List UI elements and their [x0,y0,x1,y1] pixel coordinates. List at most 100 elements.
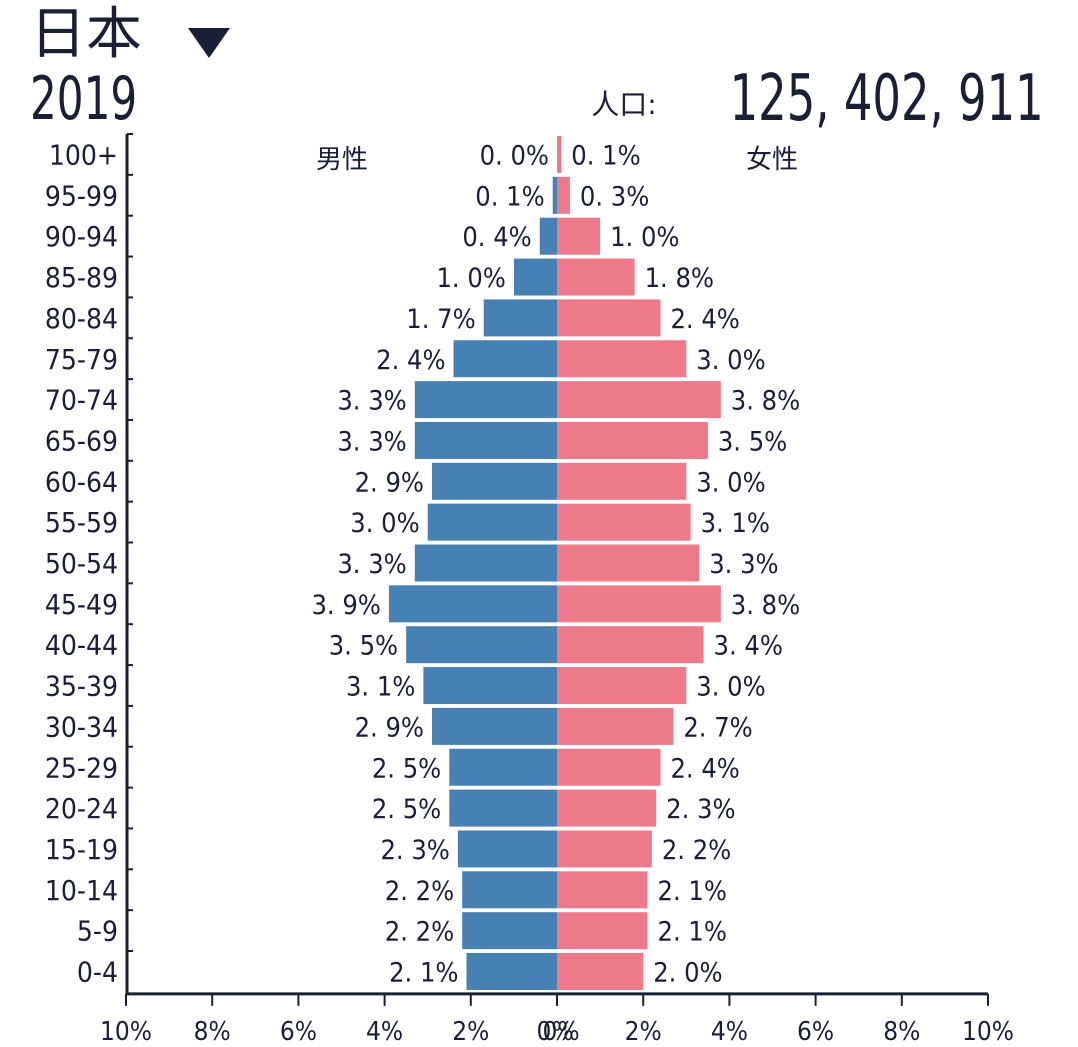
female-value-label: 3. 0% [696,672,765,703]
male-value-label: 1. 7% [406,304,475,335]
age-group-label: 80-84 [45,302,118,335]
female-bar [557,585,721,623]
population-label: 人口: [591,88,657,121]
male-bar [414,421,557,459]
female-value-label: 2. 1% [658,917,727,948]
female-bar [557,667,687,705]
male-value-label: 3. 5% [329,631,398,662]
male-bar [539,217,557,255]
axes-layer: 10% 8% 6% 4% 2% 0%0% 2% 4% 6% 8% 10% [100,133,1014,1047]
bars-layer [388,136,721,990]
male-value-label: 3. 3% [337,549,406,580]
male-bar [423,667,557,705]
male-value-label: 2. 3% [380,835,449,866]
population-readout: 人口: 125, 402, 911 [591,62,1044,136]
female-bar [557,871,648,909]
male-bar [414,544,557,582]
country-title: 日本 [30,2,142,67]
female-bar [557,421,708,459]
female-bar [557,136,562,173]
female-value-label: 2. 4% [670,753,739,784]
age-group-label: 70-74 [45,384,118,417]
age-group-label: 30-34 [45,710,118,743]
female-bar [557,462,687,500]
male-bar [483,299,557,337]
age-group-label: 15-19 [45,833,118,866]
x-tick-label: 10% [100,1017,152,1047]
male-value-label: 2. 9% [355,467,424,498]
age-group-label: 95-99 [45,179,118,212]
x-tick-label: 2% [625,1017,662,1047]
male-value-label: 3. 3% [337,386,406,417]
male-value-label: 2. 2% [385,876,454,907]
male-bar [414,381,557,419]
female-value-label: 2. 3% [666,794,735,825]
female-value-label: 3. 0% [696,467,765,498]
x-tick-label: 0% [536,1017,573,1047]
female-bar [557,748,661,786]
female-bar [557,626,704,664]
male-value-label: 2. 5% [372,753,441,784]
female-value-label: 2. 2% [662,835,731,866]
female-value-label: 3. 4% [714,631,783,662]
female-bar [557,789,657,827]
male-value-label: 0. 4% [462,222,531,253]
male-series-label: 男性 [316,145,368,175]
female-series-label: 女性 [746,145,798,175]
female-bar [557,258,635,296]
male-bar [406,626,557,664]
age-group-label: 75-79 [45,343,118,376]
male-value-label: 2. 4% [376,345,445,376]
population-value: 125, 402, 911 [729,62,1044,136]
male-bar [449,789,557,827]
header: 日本 2019 人口: 125, 402, 911 [0,0,1078,136]
age-group-labels: 100+ 95-99 90-94 85-89 80-84 75-79 70-74 65-69 6… [45,139,118,989]
age-group-label: 100+ [49,139,118,172]
female-value-label: 3. 8% [731,590,800,621]
female-value-label: 2. 1% [658,876,727,907]
female-bar [557,953,644,990]
female-value-label: 2. 7% [683,712,752,743]
female-value-label: 2. 0% [653,958,722,989]
male-bar [552,176,557,214]
female-value-label: 3. 5% [718,426,787,457]
male-value-label: 3. 3% [337,426,406,457]
age-group-label: 55-59 [45,506,118,539]
age-group-label: 20-24 [45,792,118,825]
female-bar [557,299,661,337]
male-bar [388,585,557,623]
x-tick-label: 2% [452,1017,489,1047]
age-group-label: 40-44 [45,629,118,662]
age-group-label: 5-9 [77,915,118,948]
male-bar [466,953,557,990]
male-value-label: 2. 1% [389,958,458,989]
female-bar [557,176,570,214]
female-value-label: 3. 8% [731,386,800,417]
male-bar [462,871,557,909]
male-bar [427,503,557,541]
male-value-label: 2. 9% [355,712,424,743]
age-group-label: 60-64 [45,465,118,498]
age-group-label: 45-49 [45,588,118,621]
female-value-label: 0. 1% [571,141,640,172]
male-value-label: 0. 0% [480,141,549,172]
male-value-label: 2. 2% [385,917,454,948]
female-bar [557,544,700,582]
male-bar [513,258,557,296]
country-dropdown-button[interactable] [186,24,232,64]
female-value-label: 1. 8% [645,263,714,294]
male-bar [462,912,557,950]
age-group-label: 10-14 [45,874,118,907]
male-value-label: 2. 5% [372,794,441,825]
male-value-label: 3. 9% [311,590,380,621]
female-bar [557,503,691,541]
x-tick-label: 8% [194,1017,231,1047]
age-group-label: 50-54 [45,547,118,580]
female-bar [557,340,687,378]
x-tick-label: 6% [797,1017,834,1047]
male-bar [453,340,557,378]
male-bar [449,748,557,786]
male-value-label: 3. 1% [346,672,415,703]
female-bar [557,707,674,745]
